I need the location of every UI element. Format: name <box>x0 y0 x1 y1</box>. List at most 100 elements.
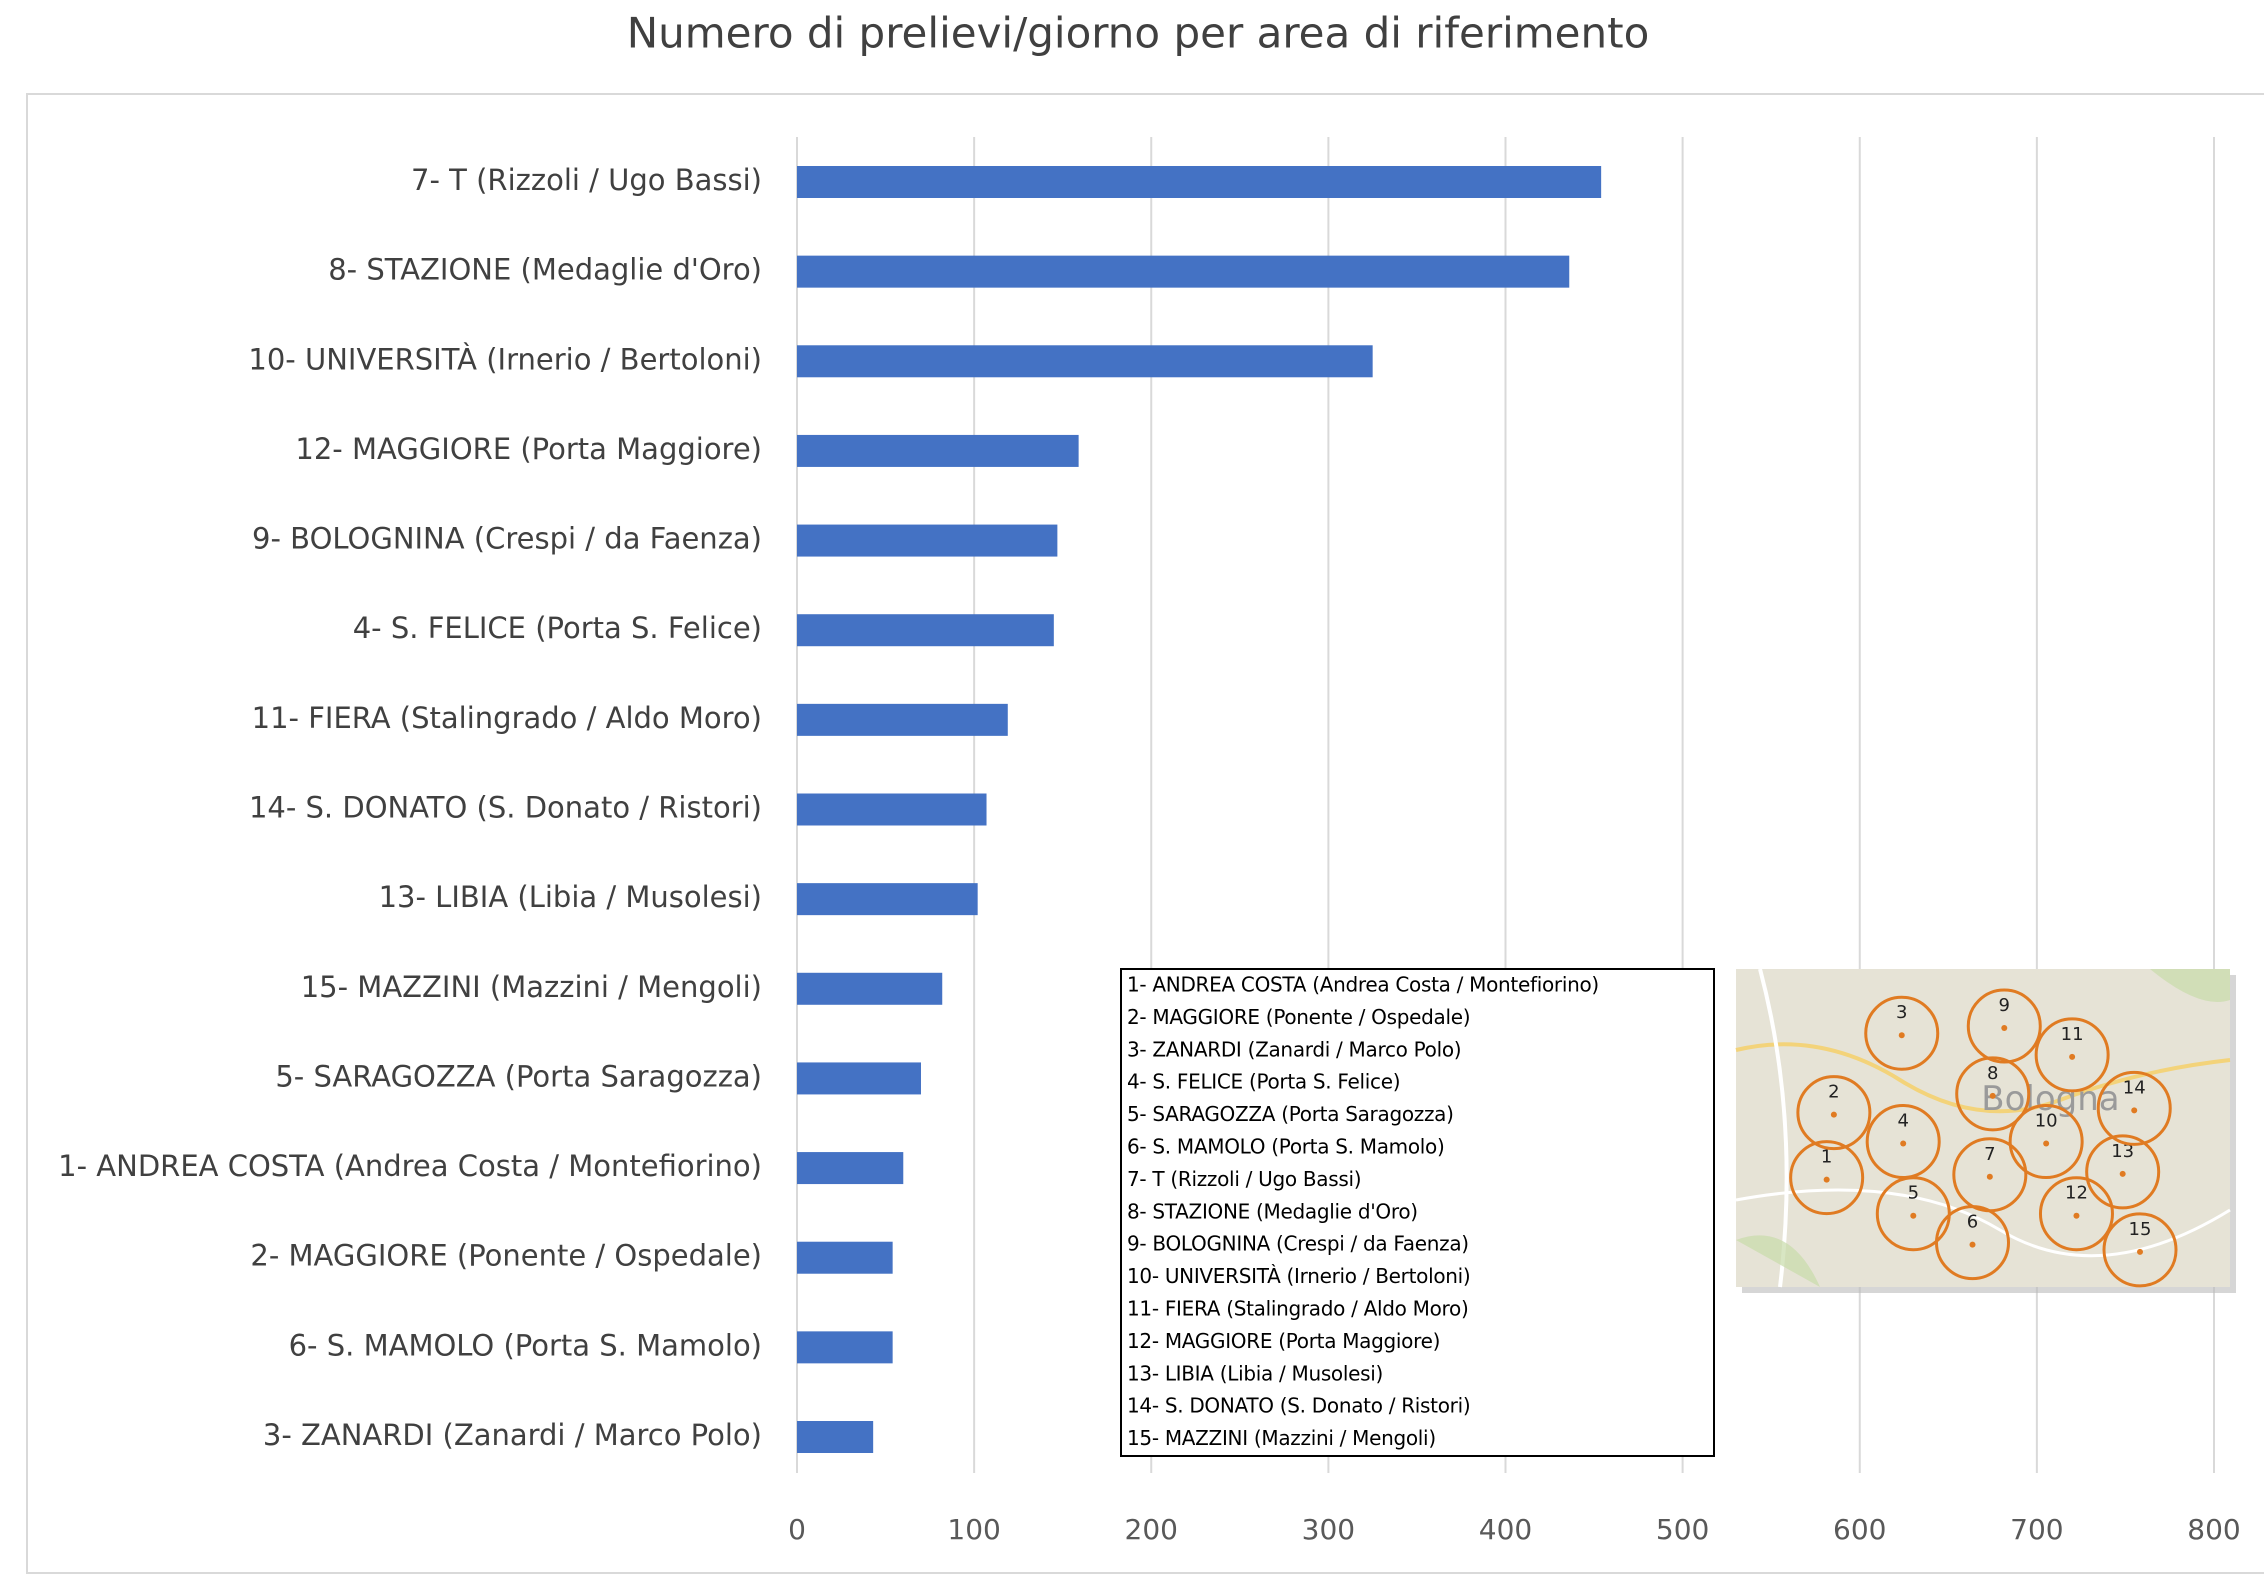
map-area-dot <box>2131 1107 2138 1114</box>
legend-line: 12- MAGGIORE (Porta Maggiore) <box>1127 1329 1440 1353</box>
map-area-dot <box>1986 1173 1993 1180</box>
map-area-label: 4 <box>1897 1111 1908 1132</box>
legend-line: 6- S. MAMOLO (Porta S. Mamolo) <box>1127 1135 1444 1159</box>
legend-line: 1- ANDREA COSTA (Andrea Costa / Montefio… <box>1127 973 1599 997</box>
y-tick-label: 6- S. MAMOLO (Porta S. Mamolo) <box>289 1328 762 1362</box>
bar <box>797 1421 874 1453</box>
x-tick-label: 100 <box>947 1513 1000 1546</box>
y-tick-label: 2- MAGGIORE (Ponente / Ospedale) <box>250 1239 762 1273</box>
map-area-circle <box>1966 988 2042 1064</box>
map-area-circle <box>1865 1104 1941 1180</box>
map-road <box>1735 1188 2231 1258</box>
bar <box>797 883 978 916</box>
y-tick-label: 14- S. DONATO (S. Donato / Ristori) <box>249 791 762 825</box>
y-tick-label: 7- T (Rizzoli / Ugo Bassi) <box>411 163 762 197</box>
map-area-circle <box>1796 1075 1872 1151</box>
map-area-dot <box>1830 1111 1837 1118</box>
map-area-label: 2 <box>1828 1082 1839 1103</box>
chart-title: Numero di prelievi/giorno per area di ri… <box>627 9 1650 58</box>
map-area-dot <box>2137 1248 2144 1255</box>
y-tick-label: 4- S. FELICE (Porta S. Felice) <box>353 611 762 645</box>
map-area-label: 11 <box>2061 1024 2084 1045</box>
map-area-circle <box>1789 1140 1865 1216</box>
map-area-dot <box>1823 1176 1830 1183</box>
legend-line: 7- T (Rizzoli / Ugo Bassi) <box>1127 1167 1361 1191</box>
y-tick-label: 15- MAZZINI (Mazzini / Mengoli) <box>301 970 762 1004</box>
map-road <box>1735 1042 2231 1114</box>
x-tick-label: 800 <box>2187 1513 2240 1546</box>
bar <box>797 434 1079 467</box>
map-area-label: 14 <box>2123 1077 2146 1098</box>
y-tick-label: 1- ANDREA COSTA (Andrea Costa / Montefio… <box>58 1149 762 1183</box>
bar <box>797 255 1570 288</box>
map-area-label: 9 <box>1999 995 2010 1016</box>
map-area-dot <box>1910 1212 1917 1219</box>
map-area-circle <box>1864 995 1940 1071</box>
map-area-circle <box>2085 1134 2161 1210</box>
x-tick-label: 200 <box>1125 1513 1178 1546</box>
legend-line: 8- STAZIONE (Medaglie d'Oro) <box>1127 1199 1418 1223</box>
bar <box>797 1241 893 1274</box>
map-area-label: 8 <box>1987 1063 1998 1084</box>
map-area-label: 3 <box>1896 1002 1907 1023</box>
map-area-dot <box>2069 1053 2076 1060</box>
legend-line: 15- MAZZINI (Mazzini / Mengoli) <box>1127 1426 1436 1450</box>
chart-frame <box>26 93 2264 1574</box>
bar <box>797 524 1058 557</box>
map-area-label: 1 <box>1821 1147 1832 1168</box>
map-area-circle <box>1955 1056 2031 1132</box>
legend-line: 14- S. DONATO (S. Donato / Ristori) <box>1127 1394 1470 1418</box>
y-tick-label: 11- FIERA (Stalingrado / Aldo Moro) <box>252 701 762 735</box>
map-park <box>2150 969 2230 1002</box>
legend-line: 5- SARAGOZZA (Porta Saragozza) <box>1127 1102 1454 1126</box>
bar <box>797 972 943 1005</box>
y-tick-label: 5- SARAGOZZA (Porta Saragozza) <box>275 1059 762 1093</box>
bar <box>797 614 1054 647</box>
y-tick-label: 10- UNIVERSITÀ (Irnerio / Bertoloni) <box>248 342 762 376</box>
map-area-circle <box>2008 1104 2084 1180</box>
map-area-dot <box>2073 1212 2080 1219</box>
legend-line: 11- FIERA (Stalingrado / Aldo Moro) <box>1127 1297 1468 1321</box>
y-tick-label: 13- LIBIA (Libia / Musolesi) <box>379 880 762 914</box>
map-area-label: 10 <box>2035 1111 2058 1132</box>
map-area-label: 5 <box>1908 1183 1919 1204</box>
y-tick-label: 9- BOLOGNINA (Crespi / da Faenza) <box>252 522 762 556</box>
x-tick-label: 600 <box>1833 1513 1886 1546</box>
map-area-circle <box>2102 1212 2178 1288</box>
bar <box>797 166 1602 198</box>
map-area-dot <box>1989 1092 1996 1099</box>
x-tick-label: 300 <box>1302 1513 1355 1546</box>
map-area-dot <box>1969 1241 1976 1248</box>
y-tick-label: 8- STAZIONE (Medaglie d'Oro) <box>328 253 762 287</box>
map-area-dot <box>1898 1032 1905 1039</box>
map-park <box>1736 1235 1820 1287</box>
x-tick-label: 400 <box>1479 1513 1532 1546</box>
bar <box>797 1331 893 1364</box>
y-tick-label: 12- MAGGIORE (Porta Maggiore) <box>295 432 762 466</box>
legend-line: 3- ZANARDI (Zanardi / Marco Polo) <box>1127 1037 1461 1061</box>
map-area-dot <box>1900 1140 1907 1147</box>
legend-box: 1- ANDREA COSTA (Andrea Costa / Montefio… <box>1120 968 1715 1457</box>
legend-line: 2- MAGGIORE (Ponente / Ospedale) <box>1127 1005 1470 1029</box>
y-tick-label: 3- ZANARDI (Zanardi / Marco Polo) <box>263 1418 762 1452</box>
x-tick-label: 0 <box>788 1513 806 1546</box>
map-area-label: 7 <box>1984 1144 1995 1165</box>
map-area-dot <box>2001 1025 2008 1032</box>
bar <box>797 703 1008 736</box>
legend-line: 4- S. FELICE (Porta S. Felice) <box>1127 1070 1400 1094</box>
map-area-label: 15 <box>2129 1219 2152 1240</box>
bar <box>797 345 1373 378</box>
map-area-dot <box>2119 1170 2126 1177</box>
legend-frame <box>1120 968 1715 1457</box>
map-area-circle <box>2034 1017 2110 1093</box>
bar <box>797 1152 904 1185</box>
map-area-circle <box>1952 1137 2028 1213</box>
map-area-label: 12 <box>2065 1183 2088 1204</box>
legend-line: 13- LIBIA (Libia / Musolesi) <box>1127 1361 1383 1385</box>
bar <box>797 793 987 826</box>
legend-line: 9- BOLOGNINA (Crespi / da Faenza) <box>1127 1232 1469 1256</box>
bars: 7- T (Rizzoli / Ugo Bassi) 8- STAZIONE (M… <box>58 163 1602 1453</box>
